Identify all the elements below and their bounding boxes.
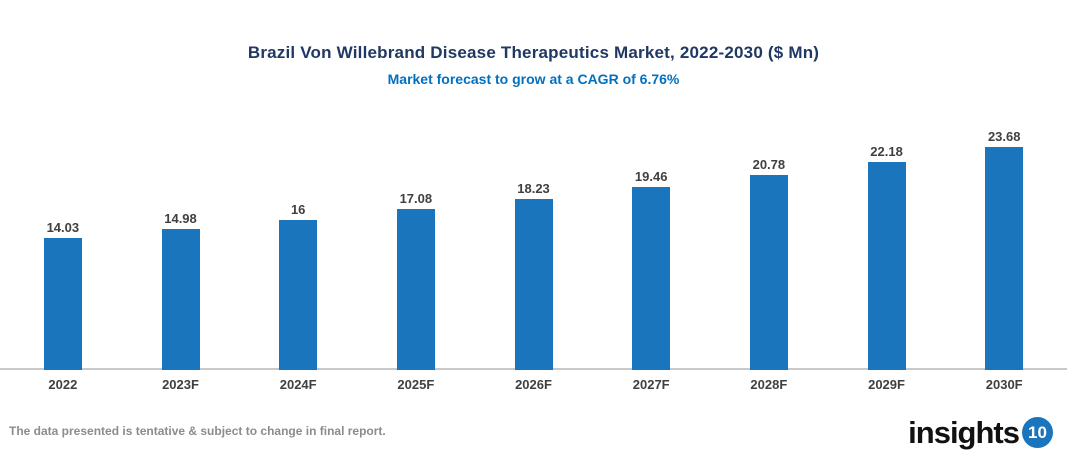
chart-footer: The data presented is tentative & subjec… xyxy=(9,417,1053,448)
bar xyxy=(396,209,435,370)
bar-value-label: 17.08 xyxy=(399,191,433,206)
x-axis-label: 2022 xyxy=(48,376,78,392)
logo-badge-circle: 10 xyxy=(1022,417,1053,448)
bar-column: 14.03 2022 xyxy=(4,125,122,394)
bar-column: 18.23 2026F xyxy=(475,125,593,394)
chart-subtitle: Market forecast to grow at a CAGR of 6.7… xyxy=(387,71,680,87)
bar xyxy=(985,147,1024,370)
x-axis-label: 2025F xyxy=(397,376,435,392)
bar xyxy=(279,220,318,370)
chart-title: Brazil Von Willebrand Disease Therapeuti… xyxy=(247,43,820,62)
bar-value-label: 18.23 xyxy=(517,181,550,196)
x-axis-label: 2029F xyxy=(868,376,905,392)
chart-header: Brazil Von Willebrand Disease Therapeuti… xyxy=(0,0,1067,89)
bar xyxy=(43,238,82,370)
x-axis-label: 2024F xyxy=(279,376,317,392)
bar-value-label: 14.03 xyxy=(46,220,80,235)
bar-value-label: 20.78 xyxy=(752,157,786,172)
x-axis-label: 2026F xyxy=(515,376,552,392)
bar-column: 17.08 2025F xyxy=(357,125,475,394)
x-axis-label: 2023F xyxy=(162,376,199,392)
disclaimer-text: The data presented is tentative & subjec… xyxy=(9,424,386,438)
bar xyxy=(867,162,906,370)
bar-column: 20.78 2028F xyxy=(710,125,828,394)
bar-column: 16 2024F xyxy=(239,125,357,394)
bar-value-label: 14.98 xyxy=(164,211,197,226)
bar-value-label: 19.46 xyxy=(634,169,668,184)
insights10-logo: insights 10 xyxy=(908,417,1053,448)
bar-column: 22.18 2029F xyxy=(828,125,946,394)
bar xyxy=(161,229,200,370)
bar-column: 23.68 2030F xyxy=(945,125,1063,394)
bar-column: 14.98 2023F xyxy=(122,125,240,394)
bar-chart: 14.03 2022 14.98 2023F 16 2024F 17.08 2025F 18.2… xyxy=(0,125,1067,394)
bar xyxy=(749,175,788,370)
logo-text: insights xyxy=(908,415,1020,450)
bar xyxy=(632,187,671,370)
bar-column: 19.46 2027F xyxy=(592,125,710,394)
bar xyxy=(514,199,553,370)
bar-value-label: 23.68 xyxy=(987,129,1021,144)
bars-row: 14.03 2022 14.98 2023F 16 2024F 17.08 2025F 18.2… xyxy=(4,125,1063,394)
bar-value-label: 16 xyxy=(290,202,306,217)
bar-value-label: 22.18 xyxy=(870,144,903,159)
x-axis-label: 2028F xyxy=(750,376,788,392)
x-axis-label: 2027F xyxy=(632,376,670,392)
x-axis-label: 2030F xyxy=(985,376,1023,392)
